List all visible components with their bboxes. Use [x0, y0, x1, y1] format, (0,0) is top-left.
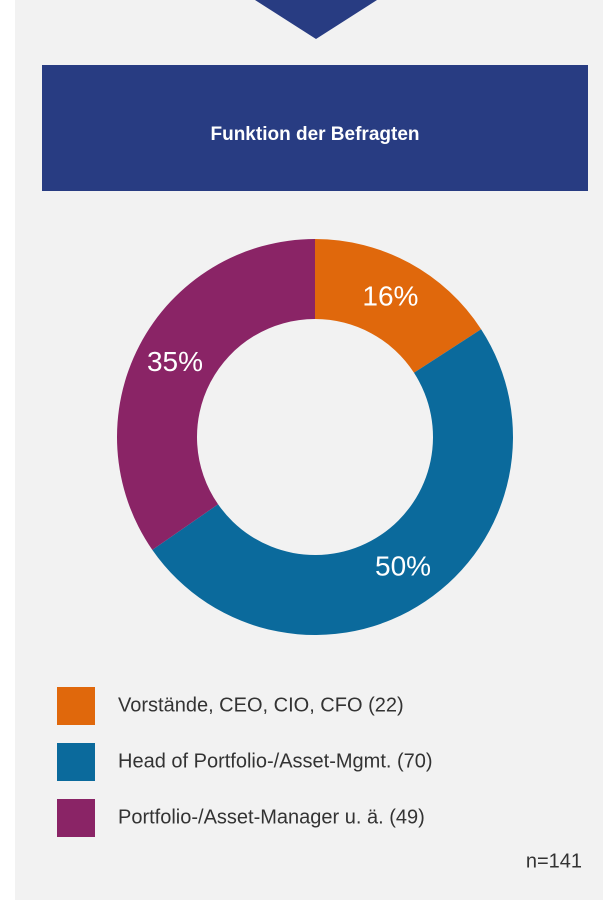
data-label: 35% — [147, 346, 203, 377]
data-label: 50% — [375, 551, 431, 582]
note: n=141 — [526, 850, 582, 872]
legend-swatch — [57, 687, 95, 725]
legend-swatch — [57, 743, 95, 781]
header — [42, 65, 588, 191]
legend-swatch — [57, 799, 95, 837]
chart-title: Funktion der Befragten — [210, 124, 419, 145]
legend-label: Vorstände, CEO, CIO, CFO (22) — [118, 694, 404, 716]
slice — [152, 329, 513, 635]
slice — [315, 239, 482, 373]
legend-label: Portfolio-/Asset-Manager u. ä. (49) — [118, 806, 425, 828]
arrow — [255, 0, 377, 39]
data-label: 16% — [362, 281, 418, 312]
slice — [117, 239, 315, 550]
legend-label: Head of Portfolio-/Asset-Mgmt. (70) — [118, 750, 433, 772]
